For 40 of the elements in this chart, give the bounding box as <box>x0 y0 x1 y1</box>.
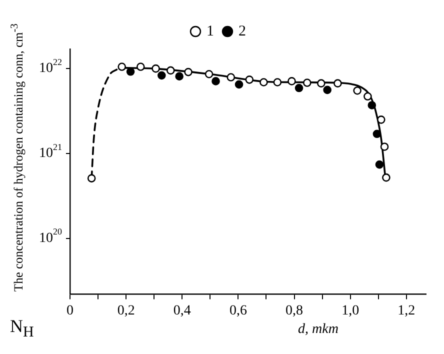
point <box>334 79 342 88</box>
point <box>294 84 304 92</box>
point <box>87 174 96 182</box>
point <box>382 173 390 182</box>
point <box>245 76 254 84</box>
x-axis-title: d, mkm <box>298 322 338 338</box>
point <box>136 62 145 71</box>
point <box>375 160 384 169</box>
x-tick-label: 0,8 <box>286 303 303 318</box>
point <box>323 86 332 94</box>
point <box>377 116 386 124</box>
point <box>118 62 126 71</box>
point <box>364 92 372 101</box>
point <box>204 70 214 78</box>
point <box>175 72 184 80</box>
legend-label: 2 <box>238 23 246 40</box>
point <box>288 77 296 86</box>
point <box>273 78 282 86</box>
point <box>234 80 244 89</box>
point <box>260 78 268 86</box>
point <box>158 71 166 80</box>
x-tick-label: 0 <box>66 303 74 318</box>
point <box>368 101 376 110</box>
point <box>212 77 220 86</box>
x-tick-label: 0,4 <box>173 303 191 318</box>
point <box>317 79 326 88</box>
legend-label: 1 <box>206 23 214 40</box>
x-tick-label: 0,2 <box>117 303 135 318</box>
point <box>152 64 160 73</box>
point <box>380 142 389 151</box>
point <box>372 130 382 138</box>
x-tick-label: 1,2 <box>398 303 416 318</box>
point <box>302 78 312 87</box>
text: N$_{H}$ <box>10 316 34 342</box>
point <box>184 68 192 76</box>
point <box>226 73 236 82</box>
x-tick-label: 0,6 <box>229 303 247 318</box>
point <box>353 86 362 95</box>
x-tick-label: 1,0 <box>342 303 360 318</box>
point <box>166 66 175 75</box>
